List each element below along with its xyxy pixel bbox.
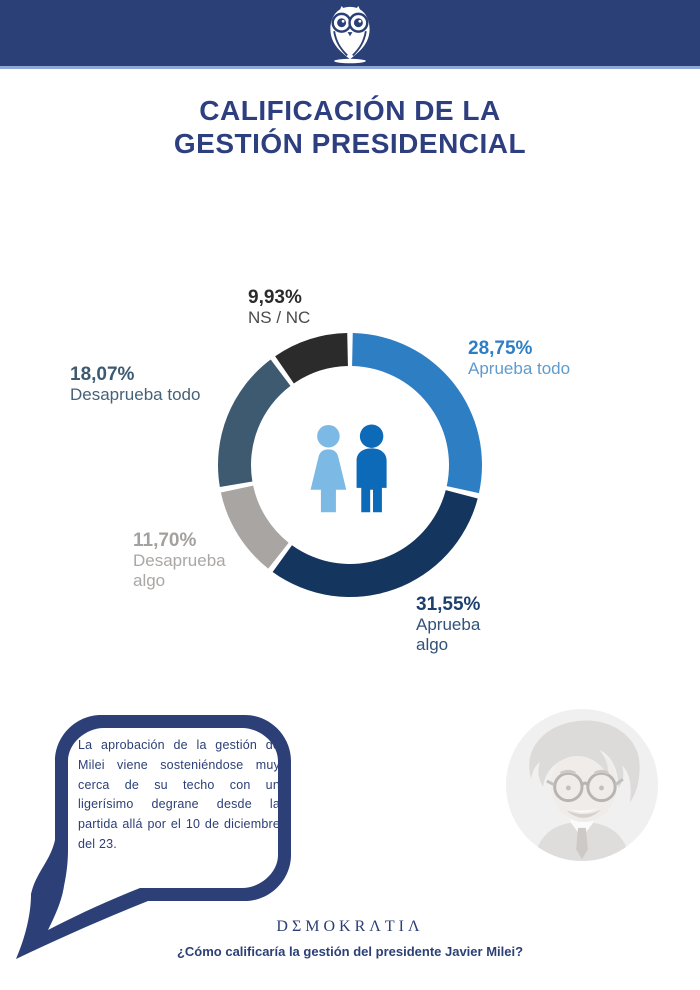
label-desaprueba-todo: 18,07% Desaprueba todo (70, 364, 250, 405)
label-desaprueba-algo-name: Desaprueba algo (133, 551, 226, 590)
donut-segment-desaprueba-todo (218, 359, 291, 488)
owl-icon (330, 5, 370, 64)
annotation-text: La aprobación de la gestión de Milei vie… (78, 738, 280, 851)
label-aprueba-todo-value: 28,75% (468, 338, 533, 359)
label-desaprueba-algo-value: 11,70% (133, 530, 197, 551)
label-ns-nc-value: 9,93% (248, 287, 302, 308)
page-title-line2: GESTIÓN PRESIDENCIAL (173, 128, 527, 159)
label-desaprueba-todo-value: 18,07% (70, 364, 135, 385)
label-aprueba-todo-name: Aprueba todo (468, 359, 571, 378)
page-title: CALIFICACIÓN DE LA GESTIÓN PRESIDENCIAL (0, 94, 700, 160)
label-aprueba-algo-value: 31,55% (416, 594, 481, 615)
milei-photo (505, 708, 659, 862)
label-ns-nc: 9,93% NS / NC (248, 287, 408, 328)
label-aprueba-algo: 31,55% Aprueba algo (416, 594, 511, 655)
donut-segment-aprueba-todo (352, 333, 482, 494)
donut-segment-desaprueba-algo (220, 485, 289, 569)
label-aprueba-todo: 28,75% Aprueba todo (468, 338, 638, 379)
label-ns-nc-name: NS / NC (248, 308, 311, 327)
donut-segment-ns-nc (275, 333, 348, 384)
donut-segment-aprueba-algo (272, 490, 478, 597)
page-title-line1: CALIFICACIÓN DE LA (199, 95, 501, 126)
donut-chart (218, 333, 482, 597)
female-icon (310, 424, 347, 513)
label-aprueba-algo-name: Aprueba algo (416, 615, 481, 654)
people-icons (310, 424, 387, 513)
header-bar (0, 0, 700, 69)
label-desaprueba-todo-name: Desaprueba todo (70, 385, 201, 404)
label-desaprueba-algo: 11,70% Desaprueba algo (133, 530, 245, 591)
speech-bubble (16, 715, 291, 959)
brand-logo: DΣMOKRΛTIΛ (276, 918, 424, 935)
survey-question: ¿Cómo calificaría la gestión del preside… (176, 944, 524, 959)
male-icon (356, 424, 387, 513)
